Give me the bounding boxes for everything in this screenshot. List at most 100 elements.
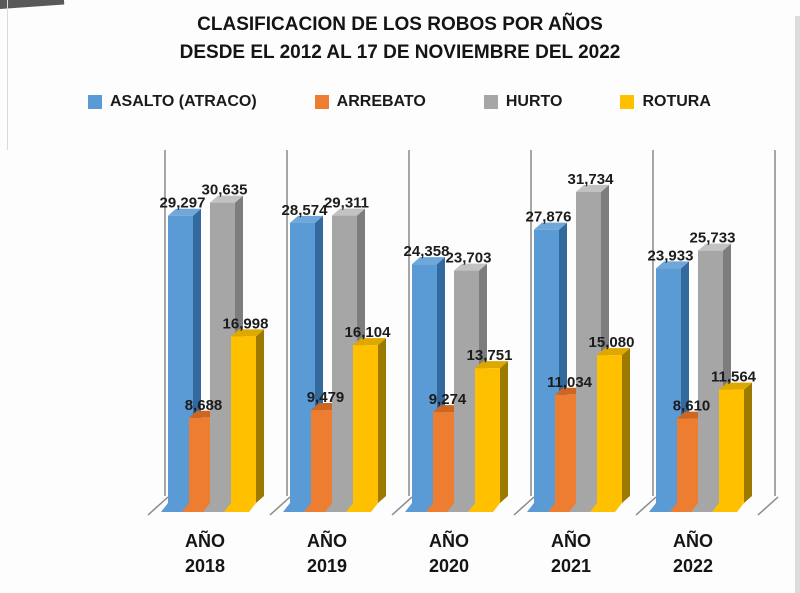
category-label-line1: AÑO [185,530,225,551]
bar-1-año-2020-top [412,257,445,265]
value-label: 11,034 [547,374,593,391]
bar-2-año-2019 [311,410,336,503]
bar-4-año-2020-bottom [468,503,500,512]
bar-3-año-2022-top [698,243,731,251]
category-label-line2: 2018 [185,556,225,576]
bar-4-año-2020 [475,368,500,503]
bar-4-año-2022-top [719,382,752,390]
legend-item-asalto: ASALTO (ATRACO) [88,93,257,111]
bar-4-año-2019-side [378,338,386,503]
category-label-line2: 2019 [307,556,347,576]
value-label: 8,610 [673,398,711,415]
bar-2-año-2018 [189,417,214,503]
legend-swatch-asalto-icon [88,95,102,109]
bar-3-año-2021 [576,191,601,503]
legend-label-rotura: ROTURA [642,93,711,110]
category-label-line2: 2022 [673,556,713,576]
legend-label-arrebato: ARREBATO [336,93,426,110]
value-label: 15,080 [589,334,635,351]
category-label-line1: AÑO [307,530,347,551]
bar-4-año-2019-top [353,338,386,346]
value-label: 8,688 [185,397,223,414]
bar-3-año-2022 [698,250,723,503]
floor-tick [513,496,535,516]
value-label: 9,274 [429,391,467,408]
category-label-line1: AÑO [551,530,591,551]
bar-4-año-2022 [719,389,744,503]
floor-tick [391,496,413,516]
value-label: 27,876 [526,209,572,226]
bar-4-año-2021-side [622,348,630,503]
bar-3-año-2018 [210,202,235,503]
legend-swatch-hurto-icon [483,95,498,109]
bar-4-año-2021 [597,355,622,503]
legend-swatch-rotura-icon [620,95,635,109]
bar-1-año-2022-top [656,261,689,269]
bar-1-año-2022 [656,268,681,503]
value-label: 23,703 [446,250,492,267]
bar-4-año-2019-bottom [346,503,378,512]
bar-4-año-2018-side [256,329,264,503]
photo-right-edge-artifact [795,16,800,593]
bar-1-año-2019-top [290,215,323,223]
value-label: 30,635 [202,182,248,199]
legend-item-rotura: ROTURA [620,93,711,111]
value-label: 31,734 [568,171,615,188]
value-label: 24,358 [404,243,450,260]
chart-title-line2: DESDE EL 2012 AL 17 DE NOVIEMBRE DEL 202… [179,42,621,63]
value-label: 13,751 [467,347,513,364]
bar-4-año-2020-side [500,361,508,503]
category-label-line2: 2020 [429,556,469,576]
chart-title: CLASIFICACION DE LOS ROBOS POR AÑOS DESD… [0,11,800,67]
value-label: 11,564 [711,369,757,386]
bar-4-año-2020-top [475,361,508,369]
value-label: 23,933 [648,247,694,264]
legend-item-arrebato: ARREBATO [314,93,426,111]
bar-1-año-2021 [534,229,559,503]
value-label: 29,297 [160,195,206,212]
bar-1-año-2019 [290,222,315,504]
bar-3-año-2019 [332,215,357,503]
legend-item-hurto: HURTO [483,93,563,111]
bar-1-año-2020 [412,264,437,503]
value-label: 16,998 [223,315,269,332]
bar-3-año-2020-top [454,263,487,271]
bar-4-año-2021-bottom [590,503,622,512]
floor-tick [757,496,779,516]
value-label: 28,574 [282,202,329,219]
bar-4-año-2018 [231,336,256,503]
bar-2-año-2021 [555,394,580,503]
bar-4-año-2022-bottom [712,503,744,512]
bar-4-año-2022-side [744,382,752,503]
chart-title-line1: CLASIFICACION DE LOS ROBOS POR AÑOS [197,14,603,35]
value-label: 16,104 [345,324,392,341]
bar-3-año-2019-top [332,208,365,216]
value-label: 25,733 [690,230,736,247]
category-label-line1: AÑO [429,530,469,551]
bar-3-año-2020 [454,270,479,503]
chart-legend: ASALTO (ATRACO) ARREBATO HURTO ROTURA [88,93,711,111]
bar-4-año-2019 [353,345,378,503]
floor-tick [147,496,169,516]
bar-4-año-2018-bottom [224,503,256,512]
legend-label-asalto: ASALTO (ATRACO) [110,93,257,110]
category-label-line2: 2021 [551,556,591,576]
bar-2-año-2022 [677,418,702,503]
bar-1-año-2021-top [534,222,567,230]
bar-3-año-2021-top [576,184,609,192]
bar-1-año-2018 [168,215,193,504]
bar-1-año-2018-top [168,208,201,216]
legend-swatch-arrebato-icon [314,95,329,109]
category-label-line1: AÑO [673,530,713,551]
bar-4-año-2021-top [597,348,630,356]
photo-left-edge-artifact [7,0,8,150]
floor-tick [635,496,657,516]
bar-3-año-2018-top [210,195,243,203]
bar-2-año-2020 [433,412,458,503]
value-label: 9,479 [307,389,345,406]
legend-label-hurto: HURTO [505,93,563,110]
value-label: 29,311 [324,195,369,212]
bar-4-año-2018-top [231,329,264,337]
floor-tick [269,496,291,516]
